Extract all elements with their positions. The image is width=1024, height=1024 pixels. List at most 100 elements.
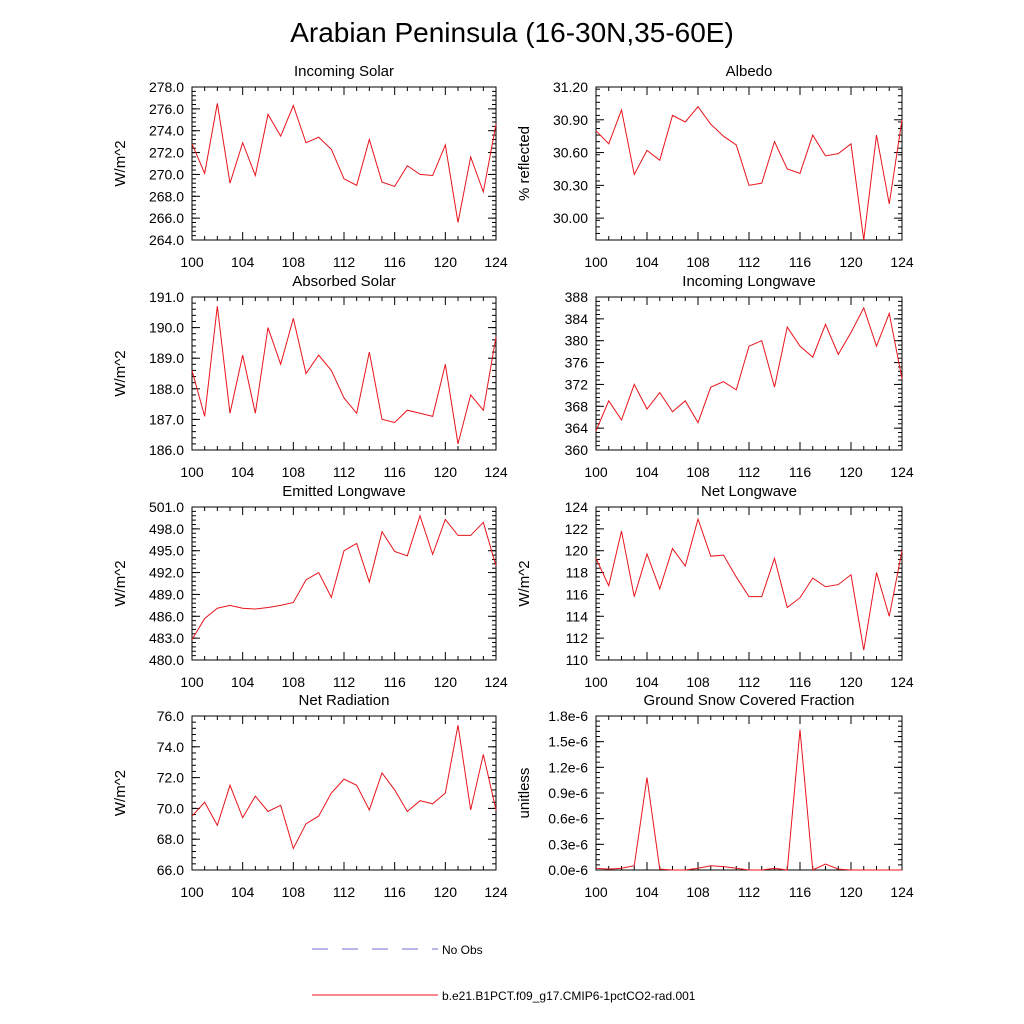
panel-title: Albedo xyxy=(726,63,773,80)
x-tick-label: 120 xyxy=(434,254,458,270)
x-tick-label: 116 xyxy=(789,884,812,900)
x-tick-label: 116 xyxy=(789,254,812,270)
y-tick-label: 30.60 xyxy=(553,145,588,161)
x-tick-label: 124 xyxy=(484,254,508,270)
series-line xyxy=(595,729,902,871)
series-line xyxy=(191,103,497,223)
y-tick-label: 124 xyxy=(565,499,589,515)
series-line xyxy=(191,725,497,850)
y-tick-label: 191.0 xyxy=(149,289,184,305)
panel-0: Incoming Solar W/m^2 100 104 108 112 116 120 124… xyxy=(112,63,508,270)
x-tick-label: 108 xyxy=(282,884,306,900)
x-tick-label: 108 xyxy=(282,254,306,270)
y-axis-label: W/m^2 xyxy=(516,560,533,606)
y-tick-label: 278.0 xyxy=(149,79,184,95)
y-tick-label: 114 xyxy=(566,608,589,624)
y-tick-label: 120 xyxy=(565,543,589,559)
y-tick-label: 276.0 xyxy=(149,101,184,117)
x-tick-label: 116 xyxy=(384,464,407,480)
y-tick-label: 483.0 xyxy=(149,630,184,646)
plot-frame xyxy=(595,296,903,451)
panel-4: Emitted Longwave W/m^2 100 104 108 112 116 120 1… xyxy=(112,483,508,690)
y-tick-label: 0.9e-6 xyxy=(548,785,588,801)
y-tick-label: 495.0 xyxy=(149,543,184,559)
y-tick-label: 0.6e-6 xyxy=(548,811,588,827)
x-tick-label: 104 xyxy=(635,254,659,270)
panel-2: Absorbed Solar W/m^2 100 104 108 112 116 120 124… xyxy=(112,273,508,480)
x-tick-label: 100 xyxy=(584,254,608,270)
x-tick-label: 120 xyxy=(434,464,458,480)
x-tick-label: 112 xyxy=(738,674,761,690)
y-axis-label: W/m^2 xyxy=(112,140,129,186)
x-tick-label: 120 xyxy=(839,884,863,900)
x-tick-label: 124 xyxy=(890,884,914,900)
x-tick-label: 100 xyxy=(584,464,608,480)
panel-3: Incoming Longwave 100 104 108 112 116 120 124 36… xyxy=(565,273,914,480)
y-tick-label: 480.0 xyxy=(149,652,184,668)
x-tick-label: 124 xyxy=(484,464,508,480)
y-tick-label: 270.0 xyxy=(149,166,184,182)
y-tick-label: 190.0 xyxy=(149,320,184,336)
panels: Incoming Solar W/m^2 100 104 108 112 116 120 124… xyxy=(112,63,914,900)
y-tick-label: 264.0 xyxy=(149,232,184,248)
y-tick-label: 380 xyxy=(565,333,589,349)
y-tick-label: 68.0 xyxy=(157,831,184,847)
x-tick-label: 112 xyxy=(738,884,761,900)
x-tick-label: 108 xyxy=(282,674,306,690)
y-tick-label: 0.0e-6 xyxy=(548,862,588,878)
x-tick-label: 104 xyxy=(635,464,659,480)
x-tick-label: 116 xyxy=(384,254,407,270)
x-tick-label: 112 xyxy=(333,254,356,270)
y-tick-label: 189.0 xyxy=(149,350,184,366)
x-tick-label: 112 xyxy=(333,464,356,480)
panel-title: Emitted Longwave xyxy=(282,483,405,500)
x-tick-label: 108 xyxy=(686,884,710,900)
x-tick-label: 100 xyxy=(180,464,204,480)
x-tick-label: 104 xyxy=(231,254,255,270)
panel-title: Net Radiation xyxy=(299,692,390,709)
y-tick-label: 274.0 xyxy=(149,123,184,139)
y-tick-label: 72.0 xyxy=(157,770,184,786)
plot-frame xyxy=(595,715,903,871)
y-tick-label: 364 xyxy=(565,420,589,436)
series-line xyxy=(191,514,497,640)
x-tick-label: 100 xyxy=(584,674,608,690)
plot-frame xyxy=(191,715,497,871)
x-tick-label: 116 xyxy=(789,464,812,480)
plot-frame xyxy=(191,86,497,241)
y-tick-label: 66.0 xyxy=(157,862,184,878)
x-tick-label: 100 xyxy=(180,254,204,270)
y-tick-label: 1.8e-6 xyxy=(548,708,588,724)
x-tick-label: 124 xyxy=(890,674,914,690)
y-tick-label: 188.0 xyxy=(149,381,184,397)
x-tick-label: 104 xyxy=(231,464,255,480)
x-tick-label: 120 xyxy=(434,884,458,900)
y-axis-label: W/m^2 xyxy=(112,560,129,606)
y-tick-label: 266.0 xyxy=(149,210,184,226)
x-tick-label: 120 xyxy=(839,674,863,690)
x-tick-label: 116 xyxy=(789,674,812,690)
panel-title: Net Longwave xyxy=(701,483,797,500)
y-axis-label: W/m^2 xyxy=(112,770,129,816)
x-tick-label: 124 xyxy=(890,254,914,270)
panel-title: Absorbed Solar xyxy=(292,273,395,290)
series-line xyxy=(595,306,903,432)
y-tick-label: 110 xyxy=(566,652,589,668)
x-tick-label: 124 xyxy=(484,884,508,900)
x-tick-label: 104 xyxy=(231,884,255,900)
y-tick-label: 388 xyxy=(565,289,589,305)
x-tick-label: 104 xyxy=(635,884,659,900)
x-tick-label: 108 xyxy=(686,464,710,480)
legend: No Obs b.e21.B1PCT.f09_g17.CMIP6-1pctCO2… xyxy=(312,943,696,1003)
y-tick-label: 0.3e-6 xyxy=(548,836,588,852)
panel-title: Ground Snow Covered Fraction xyxy=(644,692,855,709)
x-tick-label: 120 xyxy=(839,254,863,270)
legend-obs-label: No Obs xyxy=(442,943,483,957)
panel-title: Incoming Longwave xyxy=(682,273,815,290)
x-tick-label: 120 xyxy=(434,674,458,690)
y-tick-label: 187.0 xyxy=(149,411,184,427)
y-tick-label: 1.5e-6 xyxy=(548,734,588,750)
x-tick-label: 100 xyxy=(180,884,204,900)
x-tick-label: 112 xyxy=(738,254,761,270)
series-line xyxy=(595,105,903,241)
